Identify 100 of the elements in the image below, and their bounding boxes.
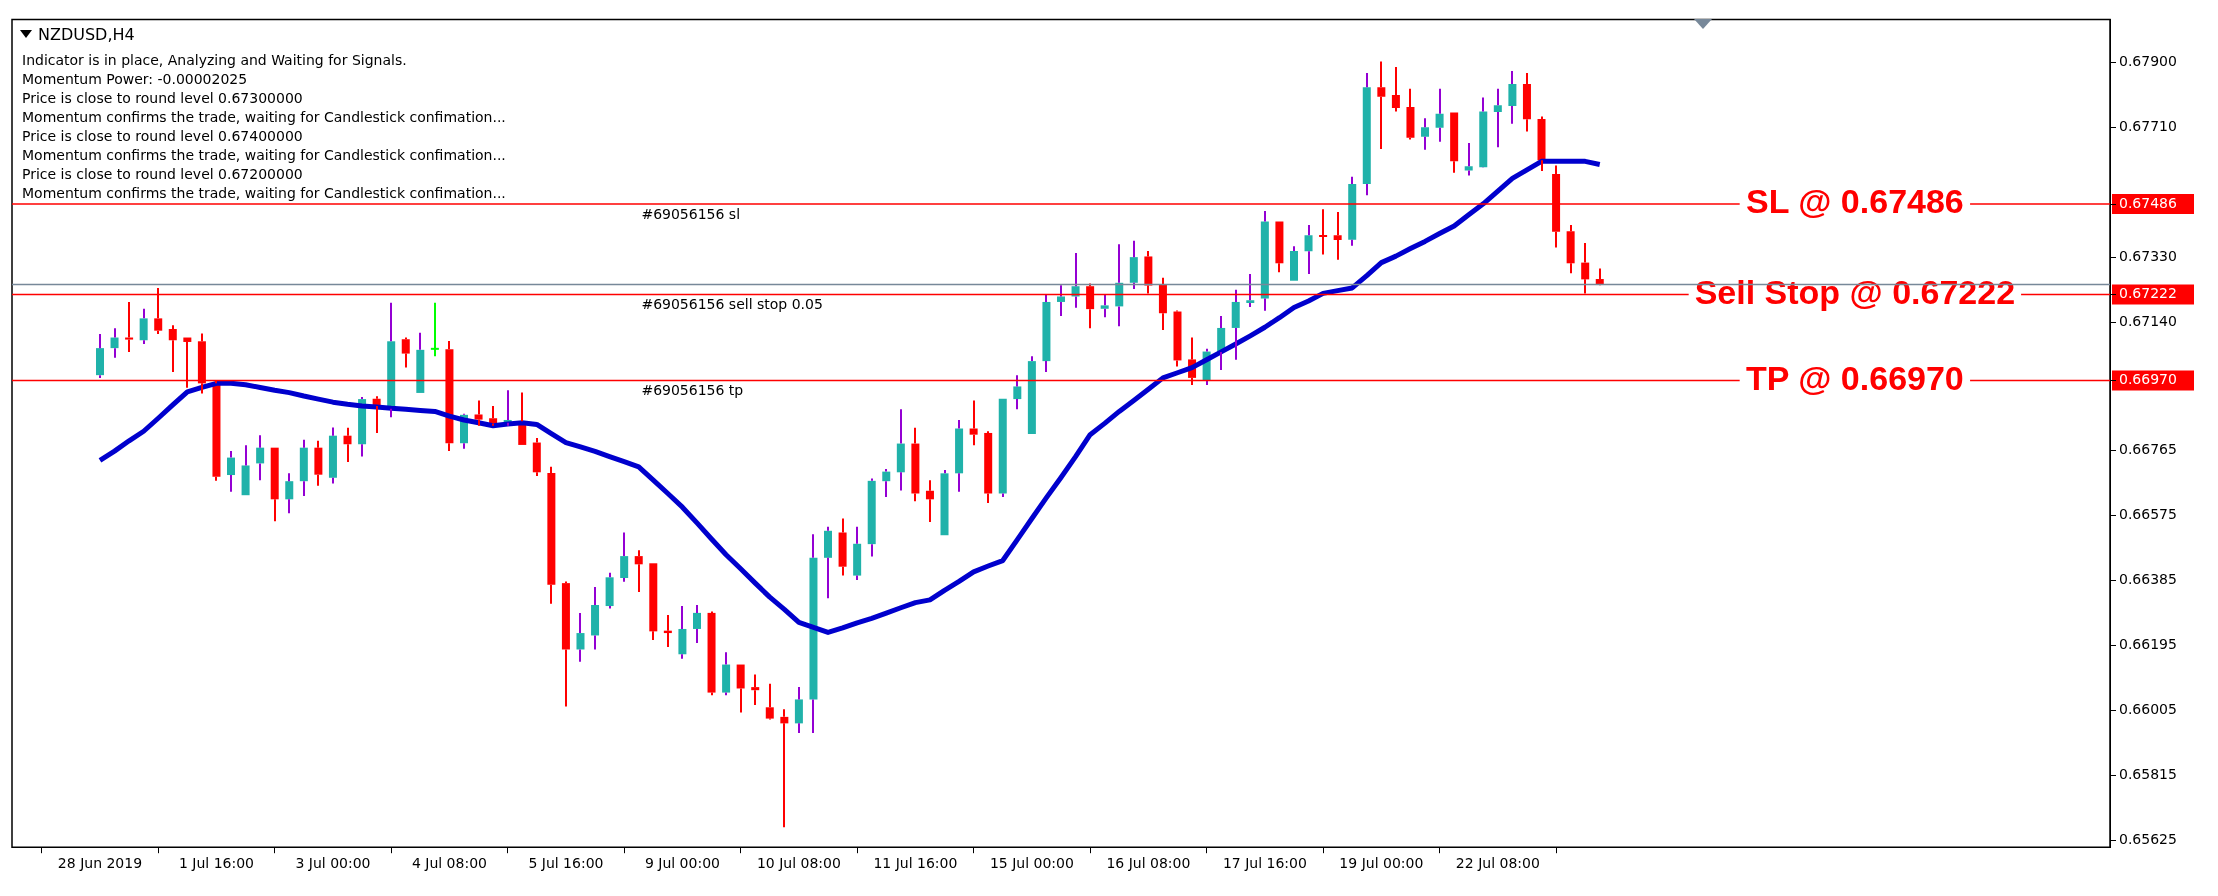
candlestick: [955, 418, 964, 493]
y-tick-label: 0.67710: [2119, 118, 2177, 135]
candlestick: [824, 525, 833, 600]
candlestick: [1391, 65, 1400, 113]
candlestick: [1333, 210, 1342, 261]
candlestick: [751, 673, 760, 706]
candlestick: [896, 408, 905, 492]
candlestick: [1057, 284, 1065, 317]
y-tick-label: 0.66385: [2119, 571, 2177, 588]
candlestick: [634, 549, 643, 594]
candlestick: [1260, 209, 1269, 312]
candlestick: [285, 472, 294, 515]
candlestick: [649, 563, 658, 641]
candlestick: [110, 327, 119, 359]
y-tick-label: 0.65625: [2119, 831, 2177, 848]
y-tick-label: 0.66195: [2119, 636, 2177, 653]
candlestick: [125, 300, 134, 353]
candlestick: [1348, 175, 1357, 247]
y-tick-label: 0.66765: [2119, 441, 2177, 458]
candlestick: [925, 479, 934, 523]
y-tick-label: 0.66005: [2119, 701, 2177, 718]
annotation: Momentum confirms the trade, waiting for Candlestick confimation...: [22, 147, 506, 164]
candlestick: [1508, 70, 1517, 125]
x-tick-label: 10 Jul 08:00: [756, 855, 841, 872]
candlestick: [561, 580, 570, 708]
candlestick: [139, 307, 148, 346]
candlestick: [1289, 245, 1298, 281]
annotation: #69056156 sl: [641, 205, 741, 222]
candlestick: [343, 426, 352, 464]
annotation: Price is close to round level 0.67200000: [22, 166, 303, 183]
candlestick: [299, 438, 308, 497]
candlestick: [387, 301, 396, 419]
x-tick-label: 19 Jul 00:00: [1339, 855, 1424, 872]
candlestick: [692, 604, 701, 644]
x-tick-label: 16 Jul 08:00: [1106, 855, 1191, 872]
candlestick: [1537, 115, 1546, 172]
x-tick-label: 17 Jul 16:00: [1222, 855, 1307, 872]
annotation: Momentum confirms the trade, waiting for Candlestick confimation...: [22, 109, 506, 126]
candlestick: [1377, 60, 1386, 151]
candlestick: [882, 467, 891, 498]
y-tick-label: 0.65815: [2119, 766, 2177, 783]
candlestick: [1464, 141, 1473, 177]
annotation: Momentum Power: -0.00002025: [22, 71, 248, 88]
candlestick: [416, 331, 425, 393]
candlestick: [1493, 87, 1502, 149]
candlestick: [1435, 87, 1444, 143]
x-tick-label: 15 Jul 00:00: [989, 855, 1074, 872]
candlestick: [401, 336, 410, 369]
candlestick: [474, 399, 483, 427]
candlestick: [328, 426, 337, 485]
ref-line-label: SL @ 0.67486: [1745, 182, 1964, 221]
y-tick-label: 0.67330: [2119, 248, 2177, 265]
candlestick: [241, 444, 250, 496]
candlestick: [1173, 311, 1182, 368]
y-tick-label: 0.67900: [2119, 53, 2177, 70]
candlestick: [1231, 288, 1240, 361]
candlestick: [227, 450, 236, 493]
annotation: Price is close to round level 0.67400000: [22, 128, 303, 145]
candlestick: [489, 404, 498, 427]
candlestick: [620, 531, 629, 583]
annotation: Indicator is in place, Analyzing and Waiting for Signals.: [22, 52, 407, 69]
candlestick: [1013, 374, 1022, 411]
x-tick-label: 3 Jul 00:00: [295, 855, 371, 872]
x-tick-label: 11 Jul 16:00: [873, 855, 958, 872]
candlestick: [1304, 223, 1313, 275]
candlestick: [853, 525, 862, 582]
candlestick: [95, 333, 104, 379]
candlestick: [256, 434, 265, 482]
x-tick-label: 22 Jul 08:00: [1455, 855, 1540, 872]
x-tick-label: 1 Jul 16:00: [178, 855, 254, 872]
candlestick: [1027, 355, 1036, 434]
annotation: #69056156 sell stop 0.05: [641, 296, 823, 313]
y-tick-label: 0.67140: [2119, 313, 2177, 330]
candlestick: [911, 426, 920, 503]
y-tick-label: 0.66970: [2119, 371, 2177, 388]
candlestick: [532, 437, 541, 478]
y-tick-label: 0.67486: [2119, 194, 2177, 211]
annotation: Price is close to round level 0.67300000: [22, 90, 303, 107]
candlestick: [1042, 294, 1051, 374]
x-tick-label: 28 Jun 2019: [57, 855, 143, 872]
y-tick-label: 0.67222: [2119, 285, 2177, 302]
candlestick: [809, 533, 818, 734]
candlestick: [1450, 112, 1459, 174]
candlestick: [168, 324, 177, 374]
candlestick: [547, 465, 556, 605]
x-tick-label: 4 Jul 08:00: [411, 855, 487, 872]
y-tick-label: 0.66575: [2119, 506, 2177, 523]
x-tick-label: 5 Jul 16:00: [528, 855, 604, 872]
candlestick: [780, 708, 789, 829]
candlestick: [678, 605, 687, 660]
candlestick: [591, 585, 600, 651]
candlestick: [1421, 117, 1430, 151]
candlestick: [314, 439, 323, 487]
candlestick: [838, 517, 847, 577]
candlestick: [1406, 87, 1415, 141]
candlestick: [722, 651, 731, 697]
candlestick: [1479, 96, 1488, 168]
annotation: #69056156 tp: [641, 382, 744, 399]
candlestick: [1100, 293, 1109, 319]
candlestick: [1129, 239, 1138, 290]
